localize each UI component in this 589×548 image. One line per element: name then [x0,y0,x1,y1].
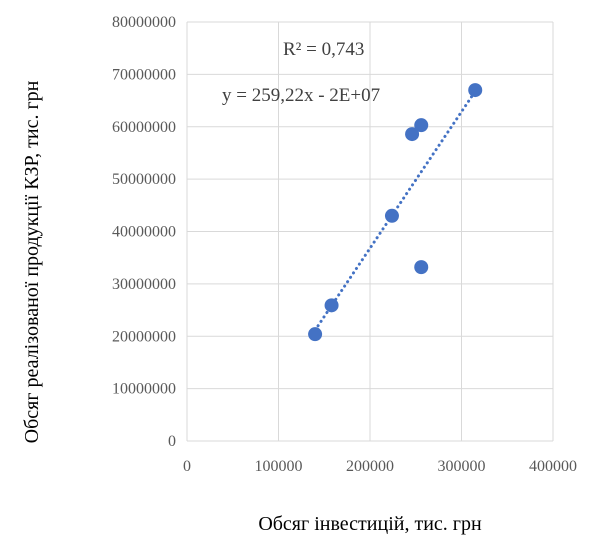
r-squared-label: R² = 0,743 [283,39,364,60]
x-axis-title: Обсяг інвестицій, тис. грн [258,513,482,535]
data-point [384,208,399,223]
data-point [324,298,339,313]
y-tick-label: 70000000 [112,66,176,83]
y-axis-title: Обсяг реалізованої продукції КЗР, тис. г… [21,80,43,443]
trendline-equation: y = 259,22x - 2E+07 [222,85,380,106]
y-tick-label: 50000000 [112,171,176,188]
y-tick-label: 80000000 [112,14,176,31]
data-point [308,327,323,342]
x-tick-labels: 0 100000 200000 300000 400000 [183,458,577,475]
x-tick-label: 400000 [529,458,577,475]
y-tick-labels: 0 10000000 20000000 30000000 40000000 5000000… [112,14,176,450]
data-point [414,260,429,275]
x-tick-label: 100000 [255,458,303,475]
y-tick-label: 10000000 [112,381,176,398]
y-tick-label: 40000000 [112,224,176,241]
y-tick-label: 0 [168,433,176,450]
data-point [414,118,429,133]
data-point [405,127,420,142]
y-tick-label: 60000000 [112,119,176,136]
y-tick-label: 30000000 [112,276,176,293]
gridlines [186,21,554,442]
y-tick-label: 20000000 [112,328,176,345]
x-tick-label: 300000 [438,458,486,475]
x-tick-label: 0 [183,458,191,475]
x-tick-label: 200000 [346,458,394,475]
data-point [468,83,483,98]
data-points [308,83,483,342]
